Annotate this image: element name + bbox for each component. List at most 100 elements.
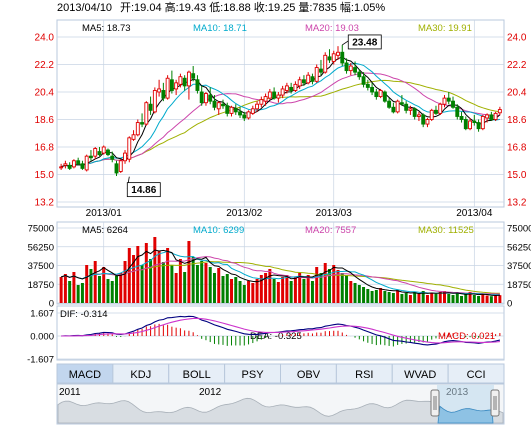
price-x-axis: 2013/01 2013/02 2013/03 2013/04 xyxy=(86,208,493,219)
header-quote-item-1: 高:19.43 xyxy=(165,0,207,14)
volume-bar xyxy=(85,265,89,303)
candle-body xyxy=(348,65,353,72)
volume-bar xyxy=(306,275,310,303)
volume-bar xyxy=(425,295,429,303)
volume-bar xyxy=(208,267,212,303)
price-y-tick-left-1: 22.2 xyxy=(35,60,55,71)
candle xyxy=(455,104,460,120)
price-axis-left: 24.0 22.2 20.4 18.6 16.8 15.0 13.2 xyxy=(35,33,55,209)
volume-bar xyxy=(187,241,191,303)
volume-bar xyxy=(421,291,425,303)
candle xyxy=(412,107,417,120)
candle-body xyxy=(327,56,332,61)
candle xyxy=(382,90,387,103)
header-quote-item-0: 开:19.04 xyxy=(120,2,162,14)
volume-bar xyxy=(170,265,174,303)
volume-bar xyxy=(374,290,378,303)
candle xyxy=(191,66,196,82)
candle-body xyxy=(144,102,149,125)
header-quote-item-5: 幅:1.05% xyxy=(340,1,385,14)
volume-bar xyxy=(353,283,357,303)
navigator-left-handle[interactable] xyxy=(430,389,440,417)
candle xyxy=(250,105,255,115)
volume-bar xyxy=(498,295,502,303)
volume-bar xyxy=(132,255,136,303)
tab-obv[interactable]: OBV xyxy=(280,363,337,384)
candle xyxy=(259,96,264,108)
navigator-left-handle-box[interactable] xyxy=(430,389,440,417)
volume-y-tick-left-2: 37500 xyxy=(28,261,54,272)
candle-body xyxy=(340,51,345,64)
candle-body xyxy=(416,114,421,117)
tab-wvad[interactable]: WVAD xyxy=(391,363,449,384)
macd-axis-left: 1.607 0.000 -1.607 xyxy=(27,309,54,366)
header-quote-text: 开:19.04 高:19.43 低:18.88 收:19.25 量:7835 幅:1.05… xyxy=(120,0,385,14)
candle xyxy=(489,111,494,122)
header-quote-item-3: 收:19.25 xyxy=(254,0,296,14)
macd-y-tick-0: 1.607 xyxy=(30,309,54,320)
navigator-panel[interactable]: 2011 2012 2013 xyxy=(56,383,505,425)
candle xyxy=(106,148,110,157)
header-quote-item-2: 低:18.88 xyxy=(209,1,251,14)
candle xyxy=(395,99,400,114)
navigator-right-handle-box[interactable] xyxy=(490,389,500,417)
candle xyxy=(404,101,409,114)
candle xyxy=(361,72,366,88)
volume-bar xyxy=(195,265,199,303)
candle-body xyxy=(178,76,183,85)
candle-body xyxy=(357,71,362,78)
tab-psy[interactable]: PSY xyxy=(224,363,281,384)
volume-bar xyxy=(443,291,446,303)
annotation-leader xyxy=(342,40,349,46)
candle xyxy=(123,150,127,164)
candle-body xyxy=(131,134,136,140)
volume-bar xyxy=(293,277,297,303)
volume-bar xyxy=(281,277,285,303)
candle xyxy=(71,159,76,169)
candle xyxy=(370,82,375,96)
candle-body xyxy=(370,86,375,93)
tab-rsi[interactable]: RSI xyxy=(335,363,393,384)
volume-ma5-label: MA5: 6264 xyxy=(82,225,128,236)
macd-dea-line xyxy=(61,317,500,344)
candle-body xyxy=(374,91,379,98)
volume-bar xyxy=(217,268,221,303)
annotation-box xyxy=(126,182,161,198)
candle-body xyxy=(267,91,272,99)
price-x-tick-0: 2013/01 xyxy=(86,208,123,219)
price-y-tick-right-5: 15.0 xyxy=(507,170,527,181)
candle xyxy=(204,92,208,106)
price-panel-frame xyxy=(56,19,505,208)
candle xyxy=(89,150,93,161)
macd-y-tick-2: -1.607 xyxy=(27,355,54,366)
tab-macd[interactable]: MACD xyxy=(56,363,114,384)
candle xyxy=(276,92,281,103)
candle xyxy=(178,73,183,88)
candle-body xyxy=(365,83,370,88)
price-x-tick-2: 2013/03 xyxy=(316,208,353,219)
candle-body xyxy=(259,99,264,105)
volume-bar xyxy=(234,277,238,303)
volume-bar xyxy=(379,288,383,303)
tab-cci-background[interactable] xyxy=(447,363,505,384)
candle-body xyxy=(472,120,477,124)
tab-boll[interactable]: BOLL xyxy=(168,363,226,384)
volume-bar xyxy=(106,279,110,303)
tab-kdj[interactable]: KDJ xyxy=(112,363,170,384)
navigator-right-handle[interactable] xyxy=(490,389,500,417)
candle-body xyxy=(425,119,430,125)
tab-cci[interactable]: CCI xyxy=(447,363,505,384)
candle xyxy=(157,79,162,97)
candle xyxy=(323,52,328,74)
price-annotations: 23.48 14.86 xyxy=(126,34,382,198)
candle xyxy=(348,62,353,76)
candle-body xyxy=(101,146,106,154)
price-axis-right: 24.0 22.2 20.4 18.6 16.8 15.0 13.2 xyxy=(507,33,527,209)
price-panel: 24.0 22.2 20.4 18.6 16.8 15.0 13.2 24.0 22.2 20.… xyxy=(35,19,527,219)
candle xyxy=(421,113,426,128)
candle xyxy=(76,157,81,166)
volume-bar xyxy=(144,243,148,303)
header-quote-item-4: 量:7835 xyxy=(298,1,337,14)
candle xyxy=(59,163,64,170)
